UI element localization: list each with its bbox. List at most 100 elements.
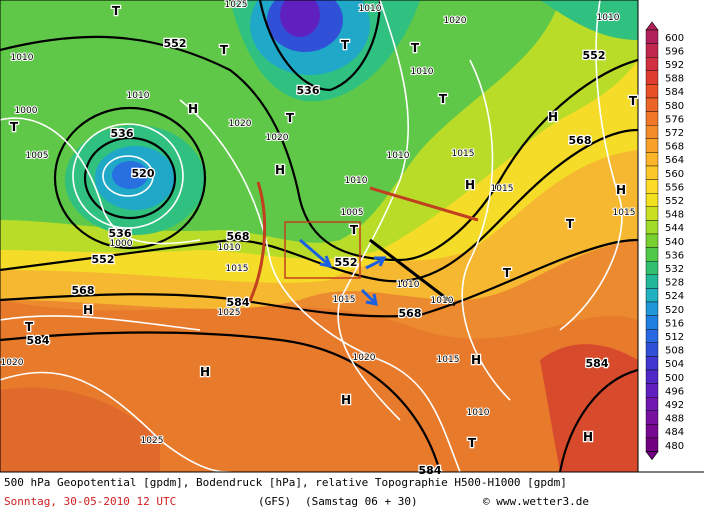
colorbar-cell xyxy=(645,206,659,221)
pressure-center: T xyxy=(220,43,229,57)
pressure-center: H xyxy=(583,430,593,444)
pressure-label: 1010 xyxy=(127,91,150,101)
pressure-center: H xyxy=(275,163,285,177)
pressure-label: 1020 xyxy=(1,358,24,368)
pressure-center: H xyxy=(188,102,198,116)
colorbar-cell xyxy=(645,29,659,44)
colorbar-cell xyxy=(645,424,659,439)
pressure-label: 1015 xyxy=(333,295,356,305)
colorbar-cell xyxy=(645,315,659,330)
geopotential-label: 552 xyxy=(335,256,358,269)
colorbar-cell xyxy=(645,369,659,384)
pressure-center: T xyxy=(503,266,512,280)
colorbar: 600 596 592 588 584 580 576 572 568 564 560 556 552 5… xyxy=(645,21,684,461)
colorbar-cell xyxy=(645,220,659,235)
colorbar-label: 556 xyxy=(665,182,684,193)
colorbar-label: 580 xyxy=(665,101,684,112)
colorbar-label: 524 xyxy=(665,291,684,302)
colorbar-label: 528 xyxy=(665,278,684,289)
geopotential-label: 568 xyxy=(72,284,95,297)
map-field xyxy=(0,0,638,472)
pressure-label: 1010 xyxy=(387,151,410,161)
pressure-label: 1015 xyxy=(613,208,636,218)
pressure-center: T xyxy=(286,111,295,125)
geopotential-label: 552 xyxy=(164,37,187,50)
colorbar-cap-bottom xyxy=(645,451,659,461)
geopotential-label: 552 xyxy=(92,253,115,266)
pressure-center: T xyxy=(25,320,34,334)
footer-description: 500 hPa Geopotential [gpdm], Bodendruck … xyxy=(4,476,567,489)
colorbar-cell xyxy=(645,111,659,126)
colorbar-label: 516 xyxy=(665,318,684,329)
pressure-label: 1020 xyxy=(266,133,289,143)
colorbar-cap-top xyxy=(645,21,659,31)
colorbar-label: 496 xyxy=(665,386,684,397)
colorbar-label: 560 xyxy=(665,169,684,180)
colorbar-label: 596 xyxy=(665,46,684,57)
colorbar-label: 484 xyxy=(665,427,684,438)
footer-model: (GFS) xyxy=(258,495,291,508)
colorbar-label: 532 xyxy=(665,264,684,275)
colorbar-cell xyxy=(645,288,659,303)
map-labels: 552 536 536 520 536 552 568 552 568 584 584 568 552 5… xyxy=(0,0,639,478)
colorbar-label: 600 xyxy=(665,33,684,44)
footer-date: Sonntag, 30-05-2010 12 UTC xyxy=(4,495,176,508)
colorbar-cell xyxy=(645,138,659,153)
pressure-label: 1005 xyxy=(341,208,364,218)
pressure-label: 1015 xyxy=(437,355,460,365)
colorbar-label: 576 xyxy=(665,114,684,125)
pressure-center: H xyxy=(83,303,93,317)
colorbar-cell xyxy=(645,437,659,452)
colorbar-cell xyxy=(645,84,659,99)
colorbar-label: 480 xyxy=(665,441,684,452)
colorbar-label: 512 xyxy=(665,332,684,343)
colorbar-cell xyxy=(645,192,659,207)
colorbar-cell xyxy=(645,165,659,180)
geopotential-label: 584 xyxy=(419,464,442,477)
colorbar-cell xyxy=(645,274,659,289)
pressure-label: 1010 xyxy=(218,243,241,253)
pressure-label: 1015 xyxy=(226,264,249,274)
pressure-center: T xyxy=(112,4,121,18)
pressure-center: H xyxy=(341,393,351,407)
pressure-center: T xyxy=(341,38,350,52)
colorbar-label: 572 xyxy=(665,128,684,139)
colorbar-label: 536 xyxy=(665,250,684,261)
colorbar-label: 588 xyxy=(665,74,684,85)
geopotential-label: 584 xyxy=(27,334,50,347)
pressure-label: 1010 xyxy=(597,13,620,23)
pressure-label: 1015 xyxy=(491,184,514,194)
colorbar-label: 500 xyxy=(665,373,684,384)
colorbar-cell xyxy=(645,329,659,344)
colorbar-label: 548 xyxy=(665,210,684,221)
pressure-label: 1025 xyxy=(141,436,164,446)
colorbar-label: 592 xyxy=(665,60,684,71)
colorbar-cell xyxy=(645,57,659,72)
pressure-center: T xyxy=(629,94,638,108)
colorbar-label: 552 xyxy=(665,196,684,207)
pressure-label: 1010 xyxy=(359,4,382,14)
colorbar-cell xyxy=(645,356,659,371)
colorbar-cell xyxy=(645,261,659,276)
colorbar-cell xyxy=(645,383,659,398)
geopotential-label: 584 xyxy=(586,357,609,370)
geopotential-label: 568 xyxy=(399,307,422,320)
pressure-label: 1005 xyxy=(26,151,49,161)
colorbar-cell xyxy=(645,97,659,112)
pressure-label: 1015 xyxy=(452,149,475,159)
colorbar-label: 584 xyxy=(665,87,684,98)
geopotential-label: 552 xyxy=(583,49,606,62)
colorbar-label: 508 xyxy=(665,346,684,357)
colorbar-label: 488 xyxy=(665,414,684,425)
pressure-center: T xyxy=(566,217,575,231)
colorbar-cell xyxy=(645,43,659,58)
geopotential-label: 536 xyxy=(297,84,320,97)
footer-run: (Samstag 06 + 30) xyxy=(305,495,418,508)
colorbar-label: 492 xyxy=(665,400,684,411)
colorbar-cell xyxy=(645,410,659,425)
pressure-center: T xyxy=(10,120,19,134)
colorbar-cell xyxy=(645,301,659,316)
colorbar-label: 544 xyxy=(665,223,684,234)
